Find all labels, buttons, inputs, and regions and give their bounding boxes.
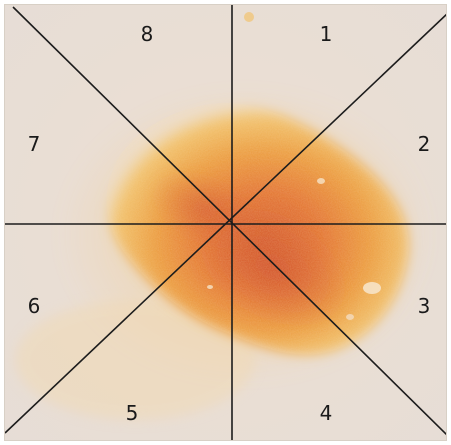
sector-label-6: 6 bbox=[27, 294, 41, 318]
sector-label-4: 4 bbox=[319, 401, 333, 425]
diagonal-line-a bbox=[12, 6, 446, 436]
sector-label-1: 1 bbox=[319, 22, 333, 46]
sector-label-7: 7 bbox=[27, 132, 41, 156]
pale-spot bbox=[207, 285, 213, 289]
sector-grid bbox=[5, 5, 446, 440]
speck bbox=[244, 12, 254, 22]
pale-spot bbox=[363, 282, 381, 294]
sector-label-3: 3 bbox=[417, 294, 431, 318]
pale-spot bbox=[346, 314, 354, 320]
sector-label-8: 8 bbox=[140, 22, 154, 46]
lesion-photo bbox=[4, 4, 447, 441]
lesion-photo-svg bbox=[5, 5, 446, 440]
sector-label-5: 5 bbox=[125, 401, 139, 425]
pale-spot bbox=[317, 178, 325, 184]
lesion-lower-halo bbox=[15, 300, 255, 420]
sector-label-2: 2 bbox=[417, 132, 431, 156]
diagonal-line-b bbox=[5, 13, 446, 434]
lesion-texture bbox=[106, 102, 409, 355]
